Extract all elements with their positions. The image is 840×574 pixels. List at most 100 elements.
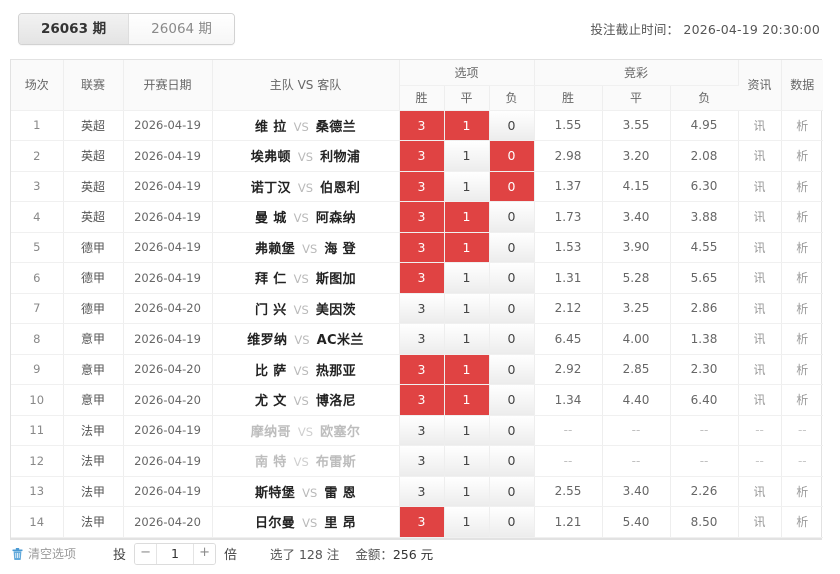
option-draw-toggle[interactable]: 1 bbox=[444, 446, 489, 476]
option-cell-lose[interactable]: 0 bbox=[489, 140, 535, 172]
option-lose-toggle[interactable]: 0 bbox=[489, 476, 534, 506]
news-link[interactable]: 讯 bbox=[738, 293, 782, 324]
news-link[interactable]: 讯 bbox=[738, 476, 782, 507]
news-link[interactable]: 讯 bbox=[738, 506, 782, 538]
option-win-toggle[interactable]: 3 bbox=[399, 263, 444, 293]
option-cell-win[interactable]: 3 bbox=[399, 384, 445, 416]
option-win-toggle[interactable]: 3 bbox=[399, 110, 444, 140]
option-cell-draw[interactable]: 1 bbox=[444, 262, 490, 294]
option-draw-toggle[interactable]: 1 bbox=[444, 263, 489, 293]
option-win-toggle[interactable]: 3 bbox=[399, 476, 444, 506]
data-link[interactable]: 析 bbox=[781, 293, 824, 324]
data-link[interactable]: 析 bbox=[781, 506, 824, 538]
option-lose-toggle[interactable]: 0 bbox=[489, 141, 534, 171]
option-cell-draw[interactable]: 1 bbox=[444, 506, 490, 538]
option-cell-win[interactable]: 3 bbox=[399, 140, 445, 172]
news-link[interactable]: 讯 bbox=[738, 232, 782, 263]
option-draw-toggle[interactable]: 1 bbox=[444, 385, 489, 415]
option-cell-win[interactable]: 3 bbox=[399, 232, 445, 263]
option-cell-win[interactable]: 3 bbox=[399, 110, 445, 141]
data-link[interactable]: 析 bbox=[781, 232, 824, 263]
option-cell-draw[interactable]: 1 bbox=[444, 171, 490, 202]
option-cell-lose[interactable]: 0 bbox=[489, 232, 535, 263]
news-link[interactable]: 讯 bbox=[738, 110, 782, 141]
option-cell-draw[interactable]: 1 bbox=[444, 476, 490, 507]
option-lose-toggle[interactable]: 0 bbox=[489, 202, 534, 232]
tab-period-26063[interactable]: 26063 期 bbox=[19, 14, 129, 44]
option-lose-toggle[interactable]: 0 bbox=[489, 385, 534, 415]
data-link[interactable]: 析 bbox=[781, 262, 824, 294]
option-draw-toggle[interactable]: 1 bbox=[444, 171, 489, 201]
option-win-toggle[interactable]: 3 bbox=[399, 202, 444, 232]
news-link[interactable]: 讯 bbox=[738, 354, 782, 385]
option-cell-lose[interactable]: 0 bbox=[489, 262, 535, 294]
option-draw-toggle[interactable]: 1 bbox=[444, 415, 489, 445]
data-link[interactable]: 析 bbox=[781, 476, 824, 507]
multiplier-value[interactable]: 1 bbox=[156, 543, 195, 564]
tab-period-26064[interactable]: 26064 期 bbox=[128, 14, 234, 44]
option-lose-toggle[interactable]: 0 bbox=[489, 110, 534, 140]
option-win-toggle[interactable]: 3 bbox=[399, 415, 444, 445]
option-win-toggle[interactable]: 3 bbox=[399, 385, 444, 415]
option-win-toggle[interactable]: 3 bbox=[399, 354, 444, 384]
option-win-toggle[interactable]: 3 bbox=[399, 232, 444, 262]
news-link[interactable]: 讯 bbox=[738, 323, 782, 355]
option-cell-win[interactable]: 3 bbox=[399, 262, 445, 294]
data-link[interactable]: 析 bbox=[781, 201, 824, 233]
option-draw-toggle[interactable]: 1 bbox=[444, 354, 489, 384]
option-cell-draw[interactable]: 1 bbox=[444, 110, 490, 141]
option-cell-win[interactable]: 3 bbox=[399, 476, 445, 507]
option-lose-toggle[interactable]: 0 bbox=[489, 324, 534, 354]
option-cell-lose[interactable]: 0 bbox=[489, 384, 535, 416]
option-win-toggle[interactable]: 3 bbox=[399, 507, 444, 537]
news-link[interactable]: 讯 bbox=[738, 140, 782, 172]
option-draw-toggle[interactable]: 1 bbox=[444, 293, 489, 323]
option-cell-win[interactable]: 3 bbox=[399, 506, 445, 538]
option-lose-toggle[interactable]: 0 bbox=[489, 507, 534, 537]
option-cell-draw[interactable]: 1 bbox=[444, 232, 490, 263]
news-link[interactable]: 讯 bbox=[738, 201, 782, 233]
data-link[interactable]: 析 bbox=[781, 384, 824, 416]
option-cell-lose[interactable]: 0 bbox=[489, 476, 535, 507]
data-link[interactable]: 析 bbox=[781, 140, 824, 172]
option-cell-win[interactable]: 3 bbox=[399, 445, 445, 477]
option-cell-win[interactable]: 3 bbox=[399, 354, 445, 385]
option-cell-win[interactable]: 3 bbox=[399, 323, 445, 355]
option-cell-lose[interactable]: 0 bbox=[489, 293, 535, 324]
multiplier-stepper[interactable]: − 1 + bbox=[134, 542, 217, 565]
option-cell-lose[interactable]: 0 bbox=[489, 110, 535, 141]
option-cell-draw[interactable]: 1 bbox=[444, 445, 490, 477]
option-draw-toggle[interactable]: 1 bbox=[444, 232, 489, 262]
option-cell-draw[interactable]: 1 bbox=[444, 354, 490, 385]
option-draw-toggle[interactable]: 1 bbox=[444, 202, 489, 232]
option-win-toggle[interactable]: 3 bbox=[399, 446, 444, 476]
option-cell-lose[interactable]: 0 bbox=[489, 354, 535, 385]
option-cell-lose[interactable]: 0 bbox=[489, 171, 535, 202]
clear-selection-button[interactable]: 清空选项 bbox=[12, 545, 76, 562]
option-lose-toggle[interactable]: 0 bbox=[489, 293, 534, 323]
option-cell-lose[interactable]: 0 bbox=[489, 415, 535, 446]
option-draw-toggle[interactable]: 1 bbox=[444, 507, 489, 537]
option-win-toggle[interactable]: 3 bbox=[399, 171, 444, 201]
data-link[interactable]: 析 bbox=[781, 110, 824, 141]
data-link[interactable]: 析 bbox=[781, 323, 824, 355]
option-cell-draw[interactable]: 1 bbox=[444, 140, 490, 172]
option-cell-win[interactable]: 3 bbox=[399, 415, 445, 446]
option-draw-toggle[interactable]: 1 bbox=[444, 110, 489, 140]
data-link[interactable]: 析 bbox=[781, 171, 824, 202]
option-draw-toggle[interactable]: 1 bbox=[444, 324, 489, 354]
option-win-toggle[interactable]: 3 bbox=[399, 293, 444, 323]
option-cell-draw[interactable]: 1 bbox=[444, 384, 490, 416]
news-link[interactable]: 讯 bbox=[738, 171, 782, 202]
option-lose-toggle[interactable]: 0 bbox=[489, 354, 534, 384]
option-lose-toggle[interactable]: 0 bbox=[489, 263, 534, 293]
multiplier-decrement-button[interactable]: − bbox=[135, 543, 157, 564]
option-cell-lose[interactable]: 0 bbox=[489, 445, 535, 477]
option-win-toggle[interactable]: 3 bbox=[399, 141, 444, 171]
period-tabbar[interactable]: 26063 期 26064 期 bbox=[18, 13, 235, 45]
option-cell-lose[interactable]: 0 bbox=[489, 323, 535, 355]
option-cell-draw[interactable]: 1 bbox=[444, 415, 490, 446]
option-cell-lose[interactable]: 0 bbox=[489, 506, 535, 538]
option-lose-toggle[interactable]: 0 bbox=[489, 415, 534, 445]
multiplier-increment-button[interactable]: + bbox=[194, 543, 216, 564]
